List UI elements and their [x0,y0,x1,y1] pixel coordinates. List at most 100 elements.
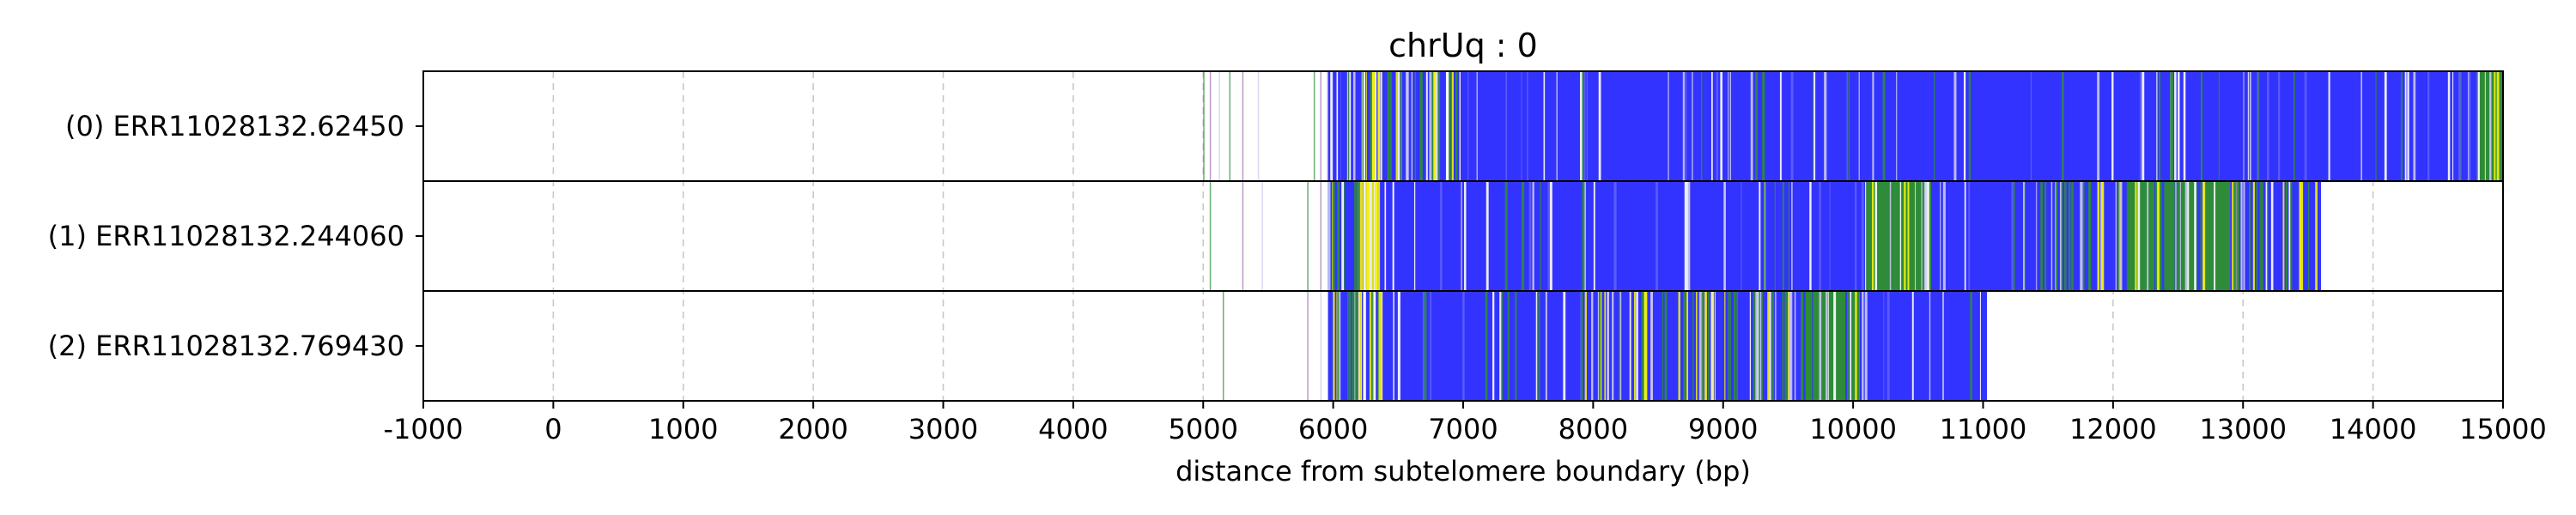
stripe [2187,181,2190,291]
stripe [2267,71,2269,181]
stripe [1425,71,1428,181]
stripe [1584,291,1587,401]
stripe [1686,181,1688,291]
stripe [1532,181,1534,291]
stripe [1598,71,1601,181]
stripe [1692,291,1694,401]
stripe [1858,71,1860,181]
stripe [1788,291,1789,401]
segment-mixed [1327,71,1341,181]
stripe [2477,71,2480,181]
stripe [1769,291,1771,401]
stripe [1883,291,1885,401]
stripe [1729,291,1731,401]
stripe [1371,71,1375,181]
stripe [1352,291,1355,401]
stripe [2135,181,2137,291]
x-axis: -1000 0 1000 2000 3000 4000 5000 6000 7000 8000 90… [384,401,2547,445]
stripe [2036,181,2038,291]
stripe [1819,181,1821,291]
segment-blue [1382,291,1581,401]
stripe [1712,291,1715,401]
stripe [1964,181,1966,291]
stripe [1785,291,1788,401]
stripe [2011,181,2014,291]
stripe [1363,291,1366,401]
stripe [1904,181,1906,291]
stripe [1753,291,1755,401]
sparse-mark [1320,291,1321,401]
stripe [1708,291,1710,401]
stripe [1393,291,1394,401]
stripe [2115,181,2117,291]
stripe [1499,291,1502,401]
stripe [2087,181,2091,291]
read-row-2 [422,290,2504,402]
stripe [2197,181,2201,291]
stripe [1369,181,1372,291]
stripe [1684,181,1686,291]
x-tick-label: 9000 [1688,413,1758,445]
stripe [1521,71,1522,181]
stripe [1598,291,1601,401]
stripe [1535,291,1538,401]
x-tick-label: 2000 [778,413,848,445]
stripe [1788,291,1791,401]
segment-green [2126,181,2231,291]
stripe [1336,71,1339,181]
read-row-1 [422,180,2504,292]
stripe [1430,291,1431,401]
stripe [1586,71,1589,181]
stripe [1643,291,1647,401]
stripe [1363,181,1366,291]
stripe [1462,291,1465,401]
x-tick-label: 12000 [2069,413,2157,445]
stripe [1413,181,1416,291]
x-tick-label: 1000 [648,413,718,445]
row-label-1: (1) ERR11028132.244060 [48,220,404,252]
stripe [1633,291,1636,401]
stripe [1607,291,1609,401]
stripe [1406,71,1409,181]
stripe [1889,181,1892,291]
stripe [1771,291,1775,401]
segment-blue [1930,181,2036,291]
stripe [2304,71,2307,181]
stripe [2101,181,2104,291]
stripe [1767,291,1770,401]
stripe [1819,291,1822,401]
stripe [2118,181,2120,291]
stripe [1612,291,1614,401]
stripe [1911,291,1914,401]
stripe [1934,71,1935,181]
stripe [1813,71,1814,181]
sparse-mark [1261,181,1263,291]
x-tick-label: 5000 [1169,413,1238,445]
stripe [1636,291,1638,401]
stripe [1476,71,1478,181]
stripe [2293,71,2295,181]
stripe [1467,71,1469,181]
x-tick-label: 6000 [1298,413,1368,445]
stripe [1774,181,1776,291]
stripe [2248,181,2251,291]
stripe [1429,71,1432,181]
segment-mixed [1580,291,1801,401]
stripe [2156,71,2158,181]
x-tick-label: 10000 [1809,413,1897,445]
stripe [2240,181,2243,291]
stripe [1369,291,1372,401]
stripe [1704,291,1707,401]
stripe [1348,291,1352,401]
stripe [1789,291,1793,401]
stripe [1364,71,1365,181]
stripe [2270,181,2274,291]
stripe [2044,181,2047,291]
stripe [1366,71,1367,181]
stripe [2404,71,2407,181]
stripe [1755,291,1758,401]
stripe [1392,181,1394,291]
stripe [1757,291,1759,401]
stripe [1330,71,1334,181]
stripe [1356,181,1358,291]
